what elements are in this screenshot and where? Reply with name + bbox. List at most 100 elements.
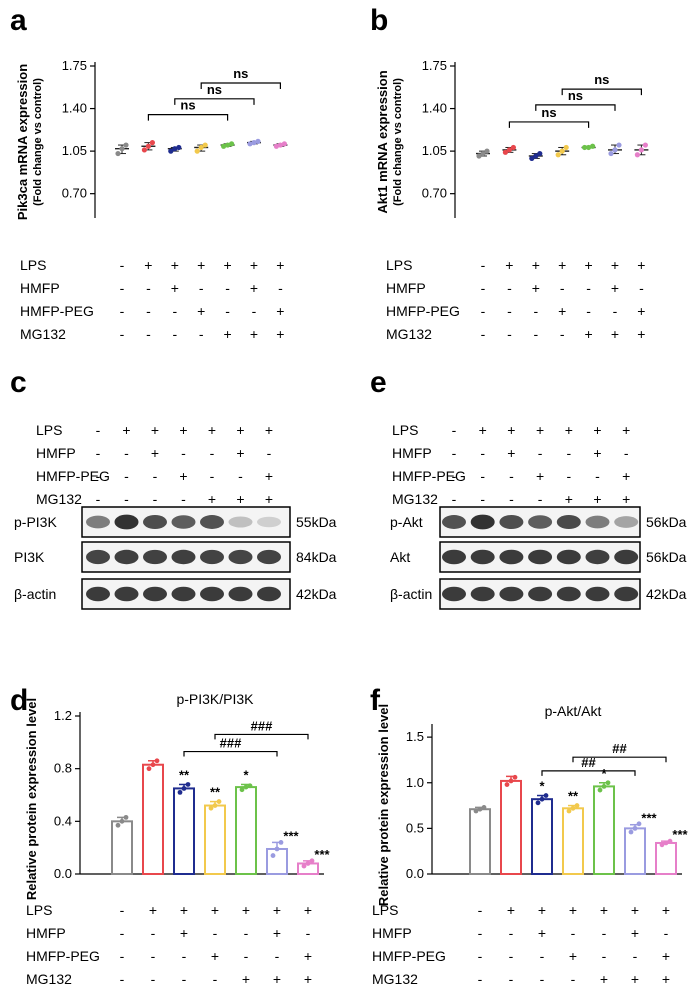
- blot-treatment-sign-e-2-5: -: [595, 468, 600, 484]
- treatment-sign-a-0-6: +: [276, 257, 284, 273]
- data-point-b-4-0: [582, 144, 588, 151]
- data-point-b-2-1: [533, 153, 539, 159]
- band-e-1-3: [528, 549, 553, 565]
- blot-treatment-sign-c-2-4: -: [210, 468, 215, 484]
- data-point-b-3-1: [559, 148, 565, 154]
- chart-b: 0.70 1.05 1.40 1.75 Akt1 mRNA expression (Fol…: [375, 58, 649, 342]
- data-point-a-4-2: [229, 141, 235, 147]
- data-point-d-1-1: [150, 762, 156, 768]
- treatment-sign-f-3-0: -: [478, 971, 483, 987]
- treatment-sign-a-0-0: -: [120, 257, 125, 273]
- blot-treatment-sign-c-3-4: +: [208, 491, 216, 507]
- band-c-2-4: [200, 586, 224, 602]
- treatment-sign-f-1-5: +: [631, 925, 639, 941]
- treatment-sign-b-3-2: -: [533, 326, 538, 342]
- blot-treatment-sign-e-0-0: -: [452, 422, 457, 438]
- data-point-a-2-0: [168, 148, 174, 154]
- data-point-d-6-2: [309, 858, 315, 864]
- data-point-b-6-2: [642, 142, 649, 148]
- band-c-0-4: [200, 515, 224, 529]
- data-point-f-0-0: [473, 808, 479, 814]
- blot-treatment-sign-e-0-6: +: [622, 422, 630, 438]
- data-point-f-0-2: [481, 804, 487, 810]
- treatment-sign-f-1-1: -: [509, 925, 514, 941]
- blot-band-label-e-1: Akt: [390, 549, 410, 565]
- treatment-sign-d-2-6: +: [304, 948, 312, 964]
- blot-row-label-e-3: MG132: [392, 491, 438, 507]
- blot-treatment-sign-c-3-5: +: [236, 491, 244, 507]
- data-point-d-1-0: [146, 766, 152, 772]
- data-point-a-4-1: [225, 142, 231, 148]
- treatment-sign-a-1-0: -: [120, 280, 125, 296]
- significance-d-6: ***: [314, 847, 330, 862]
- blot-treatment-sign-e-3-6: +: [622, 491, 630, 507]
- treatment-sign-f-0-3: +: [569, 902, 577, 918]
- data-point-b-5-1: [612, 147, 618, 153]
- treatment-sign-a-1-3: -: [199, 280, 204, 296]
- treatment-sign-f-2-6: +: [662, 948, 670, 964]
- data-point-a-3-2: [202, 142, 208, 148]
- data-point-b-0-2: [484, 148, 490, 154]
- comparison-bracket-b-1: [535, 104, 616, 111]
- treatment-sign-d-0-2: +: [180, 902, 188, 918]
- band-e-0-1: [470, 514, 495, 530]
- treatment-sign-f-0-0: -: [478, 902, 483, 918]
- treatment-sign-a-2-3: +: [197, 303, 205, 319]
- treatment-sign-b-2-2: -: [533, 303, 538, 319]
- data-point-b-6-0: [634, 152, 641, 158]
- data-point-a-0-2: [123, 142, 129, 148]
- comparison-bracket-f-0: [541, 770, 636, 776]
- treatment-sign-f-2-0: -: [478, 948, 483, 964]
- blot-band-label-c-0: p-PI3K: [14, 514, 57, 530]
- blot-treatment-sign-e-1-4: -: [566, 445, 571, 461]
- y-axis-label2-a: (Fold change vs control): [32, 78, 44, 206]
- chart-a: 0.70 1.05 1.40 1.75 Pik3ca mRNA expression (F…: [15, 58, 288, 342]
- y-tick-label-a-2: 1.40: [62, 101, 87, 116]
- blot-treatment-sign-c-1-5: +: [236, 445, 244, 461]
- blot-treatment-sign-c-2-5: -: [238, 468, 243, 484]
- treatment-sign-a-1-5: +: [250, 280, 258, 296]
- comparison-label-d-1: ###: [251, 718, 273, 733]
- bar-d-3: [204, 804, 226, 875]
- chart-d: 0.0 0.4 0.8 1.2 Relative protein expression …: [24, 691, 331, 987]
- y-tick-label-d-3: 1.2: [54, 708, 72, 723]
- blot-treatment-sign-c-2-0: -: [96, 468, 101, 484]
- bar-d-0: [111, 820, 133, 875]
- band-c-0-3: [171, 515, 196, 529]
- blot-treatment-sign-e-3-1: -: [480, 491, 485, 507]
- data-point-b-2-2: [537, 150, 543, 157]
- blot-e: LPS - + + + + + +HMFP - - + - - + -HMFP-PEG- - - + - - +MG13…: [390, 422, 687, 610]
- treatment-sign-b-2-3: +: [558, 303, 566, 319]
- row-label-a-2: HMFP-PEG: [20, 303, 94, 319]
- y-tick-label-b-2: 1.40: [422, 101, 447, 116]
- treatment-sign-d-1-4: -: [244, 925, 249, 941]
- band-c-0-6: [257, 516, 281, 528]
- band-c-1-5: [228, 549, 253, 565]
- row-label-d-0: LPS: [26, 902, 52, 918]
- data-point-b-1-1: [506, 147, 512, 153]
- treatment-sign-a-2-2: -: [172, 303, 177, 319]
- comparison-bracket-d-1: [214, 733, 309, 740]
- treatment-sign-d-1-6: -: [306, 925, 311, 941]
- blot-treatment-sign-e-1-5: +: [593, 445, 601, 461]
- data-point-d-0-0: [115, 822, 121, 828]
- y-axis-label-f: Relative protein expression level: [376, 704, 391, 906]
- treatment-sign-b-1-5: +: [611, 280, 619, 296]
- treatment-sign-b-1-3: -: [560, 280, 565, 296]
- panel-letter-f: f: [370, 684, 381, 717]
- row-label-d-1: HMFP: [26, 925, 66, 941]
- treatment-sign-b-2-1: -: [507, 303, 512, 319]
- treatment-sign-f-3-1: -: [509, 971, 514, 987]
- treatment-sign-b-0-0: -: [481, 257, 486, 273]
- treatment-sign-d-0-6: +: [304, 902, 312, 918]
- data-point-d-4-1: [243, 784, 249, 790]
- treatment-sign-f-3-4: +: [600, 971, 608, 987]
- data-point-b-0-1: [480, 150, 486, 157]
- row-label-a-3: MG132: [20, 326, 66, 342]
- bar-d-1: [142, 763, 164, 876]
- blot-treatment-sign-e-0-5: +: [593, 422, 601, 438]
- treatment-sign-f-1-6: -: [664, 925, 669, 941]
- treatment-sign-d-3-5: +: [273, 971, 281, 987]
- treatment-sign-b-1-1: -: [507, 280, 512, 296]
- data-point-d-0-2: [123, 814, 129, 820]
